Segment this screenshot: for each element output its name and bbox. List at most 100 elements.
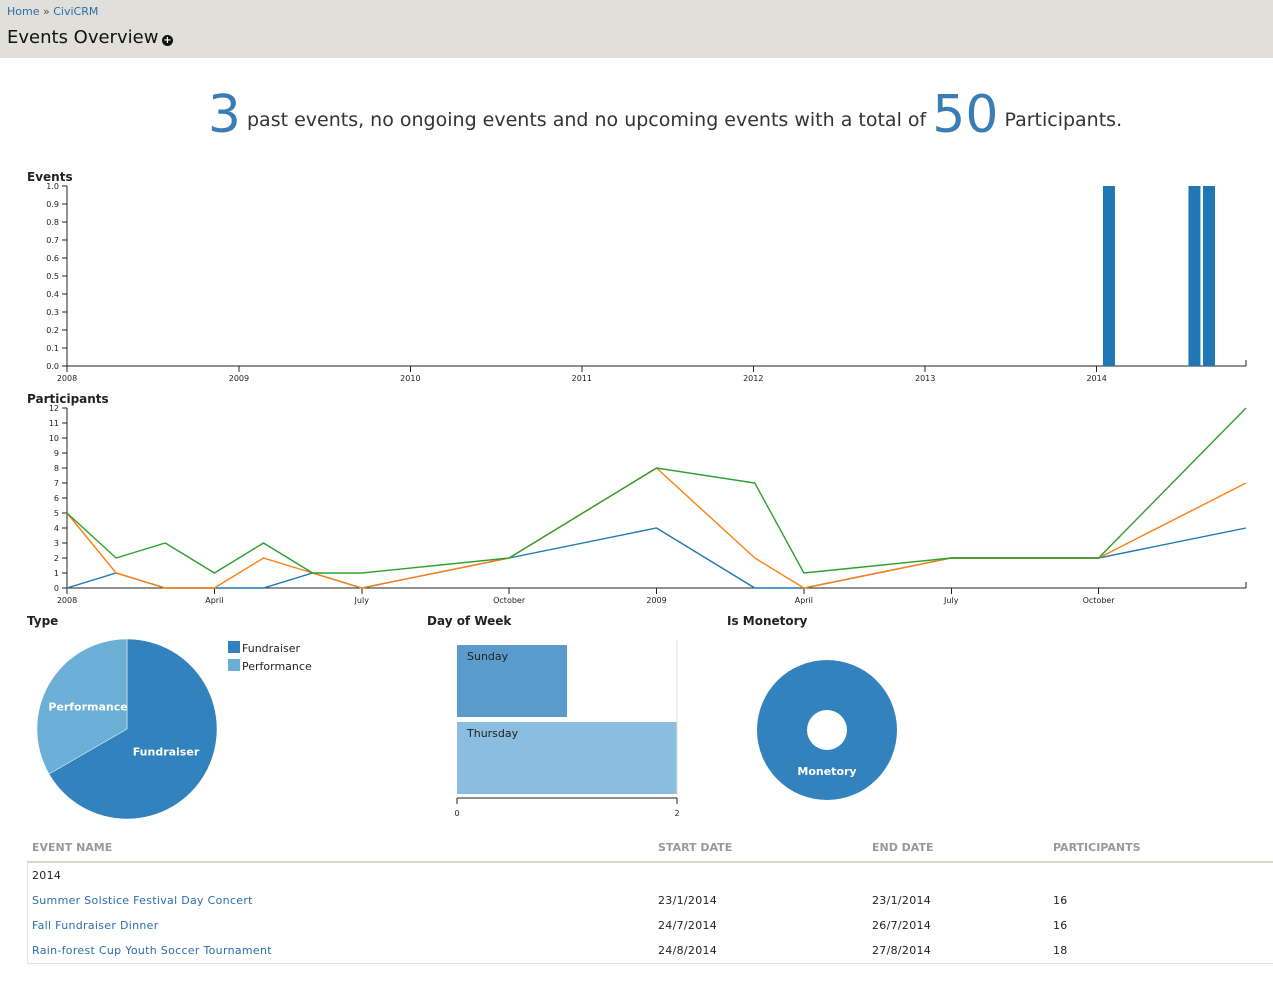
participants-series-line	[66, 407, 1247, 574]
group-year: 2014	[32, 869, 62, 882]
participants-y-tick-label: 6	[54, 494, 59, 503]
participants-x-tick-label: April	[205, 596, 223, 605]
participants-y-tick-label: 2	[54, 554, 59, 563]
events-chart: Events 0.0 0.1 0.2 0.3 0.4 0.5 0.6 0.7 0.8 0.9 1.0…	[27, 170, 1247, 383]
events-y-tick-label: 0.6	[46, 254, 59, 263]
plus-circle-icon[interactable]: +	[162, 35, 173, 46]
participants-x-tick-label: April	[795, 596, 813, 605]
events-y-tick-label: 0.5	[46, 272, 59, 281]
end-date: 27/8/2014	[867, 938, 1048, 964]
table-row: Rain-forest Cup Youth Soccer Tournament …	[27, 938, 1273, 964]
events-x-tick-label: 2008	[57, 374, 77, 383]
participants-y-tick-label: 10	[49, 434, 59, 443]
participants-y-tick-label: 0	[54, 584, 59, 593]
events-y-tick-label: 0.1	[46, 344, 59, 353]
event-link[interactable]: Rain-forest Cup Youth Soccer Tournament	[32, 944, 272, 957]
events-x-tick-label: 2013	[915, 374, 935, 383]
events-summary: 3 past events, no ongoing events and no …	[0, 85, 1273, 145]
breadcrumb-separator: »	[42, 5, 50, 18]
events-y-tick-label: 0.3	[46, 308, 59, 317]
participants-y-tick-label: 4	[54, 524, 59, 533]
is-monetory-chart: Is Monetory Monetory	[727, 614, 897, 800]
events-y-tick-label: 0.0	[46, 362, 59, 371]
type-pie-slice	[36, 638, 128, 775]
event-link[interactable]: Fall Fundraiser Dinner	[32, 919, 159, 932]
participants-x-tick-label: 2009	[646, 596, 666, 605]
summary-text-1: past events, no ongoing events and no up…	[247, 109, 927, 131]
events-y-tick-label: 0.2	[46, 326, 59, 335]
col-end-date[interactable]: END DATE	[867, 837, 1048, 863]
type-chart-title: Type	[27, 614, 58, 628]
start-date: 24/8/2014	[653, 938, 867, 964]
is-monetory-chart-title: Is Monetory	[727, 614, 808, 628]
events-chart-title: Events	[27, 170, 73, 184]
col-start-date[interactable]: START DATE	[653, 837, 867, 863]
participants-x-tick-label: July	[354, 596, 370, 605]
col-participants[interactable]: PARTICIPANTS	[1048, 837, 1273, 863]
monetory-pie-label: Monetory	[797, 765, 856, 778]
table-header-row: EVENT NAME START DATE END DATE PARTICIPA…	[27, 837, 1273, 863]
events-bar	[1203, 186, 1216, 366]
table-left-border	[27, 862, 28, 964]
start-date: 23/1/2014	[658, 894, 718, 907]
participants-y-tick-label: 3	[54, 539, 59, 548]
participants-series-line	[66, 467, 1247, 589]
events-y-tick-label: 0.9	[46, 200, 59, 209]
events-x-tick-label: 2012	[743, 374, 763, 383]
day-of-week-chart: Day of Week Sunday Thursday 0 2	[427, 614, 680, 818]
events-x-tick-label: 2010	[400, 374, 420, 383]
start-date: 24/7/2014	[658, 919, 718, 932]
participants-y-tick-label: 8	[54, 464, 59, 473]
type-pie-label: Fundraiser	[133, 746, 200, 759]
page-title: Events Overview	[7, 27, 159, 48]
participants-y-tick-label: 5	[54, 509, 59, 518]
past-events-count: 3	[207, 85, 241, 145]
participants-x-tick-label: 2008	[57, 596, 77, 605]
table-group-row: 2014	[27, 862, 1273, 888]
events-y-tick-label: 0.4	[46, 290, 59, 299]
events-x-tick-label: 2014	[1086, 374, 1106, 383]
breadcrumb: Home » CiviCRM	[7, 5, 98, 18]
dow-x-tick-label: 0	[454, 809, 459, 818]
type-legend-swatch	[228, 659, 240, 671]
day-of-week-chart-title: Day of Week	[427, 614, 512, 628]
breadcrumb-civicrm-link[interactable]: CiviCRM	[53, 5, 99, 18]
dow-bar-label: Thursday	[466, 727, 519, 740]
type-pie-chart: Type Fundraiser Performance Fundraiser Per…	[27, 614, 312, 820]
table-row: Summer Solstice Festival Day Concert 23/…	[27, 888, 1273, 913]
participants-y-tick-label: 1	[54, 569, 59, 578]
end-date: 26/7/2014	[872, 919, 932, 932]
breadcrumb-home-link[interactable]: Home	[7, 5, 40, 18]
events-y-tick-label: 1.0	[46, 182, 59, 191]
col-event-name[interactable]: EVENT NAME	[27, 837, 653, 863]
participants-chart-title: Participants	[27, 392, 109, 406]
type-legend-swatch	[228, 641, 240, 653]
events-x-tick-label: 2009	[229, 374, 249, 383]
type-pie-slice	[48, 638, 218, 820]
participants-x-tick-label: October	[1083, 596, 1116, 605]
dow-bar	[457, 722, 677, 794]
dow-bar	[457, 645, 567, 717]
dow-x-tick-label: 2	[674, 809, 679, 818]
events-table: EVENT NAME START DATE END DATE PARTICIPA…	[27, 837, 1273, 964]
participants-y-tick-label: 11	[49, 419, 59, 428]
events-bar	[1102, 186, 1115, 366]
type-legend-label: Performance	[242, 660, 312, 673]
table-row: Fall Fundraiser Dinner 24/7/2014 26/7/20…	[27, 913, 1273, 938]
events-y-tick-label: 0.7	[46, 236, 59, 245]
participants-y-tick-label: 9	[54, 449, 59, 458]
event-link[interactable]: Summer Solstice Festival Day Concert	[32, 894, 253, 907]
monetory-pie-hole	[807, 710, 847, 750]
summary-text-2: Participants.	[1004, 109, 1123, 131]
events-bar	[1188, 186, 1201, 366]
participants-y-tick-label: 7	[54, 479, 59, 488]
participants-x-tick-label: July	[943, 596, 959, 605]
page-header: Home » CiviCRM Events Overview +	[0, 0, 1273, 58]
type-legend-label: Fundraiser	[242, 642, 300, 655]
participants: 18	[1048, 938, 1273, 964]
participants-x-tick-label: October	[493, 596, 526, 605]
type-pie-label: Performance	[48, 701, 127, 714]
participants-count: 50	[932, 85, 999, 145]
dow-bar-label: Sunday	[467, 650, 509, 663]
